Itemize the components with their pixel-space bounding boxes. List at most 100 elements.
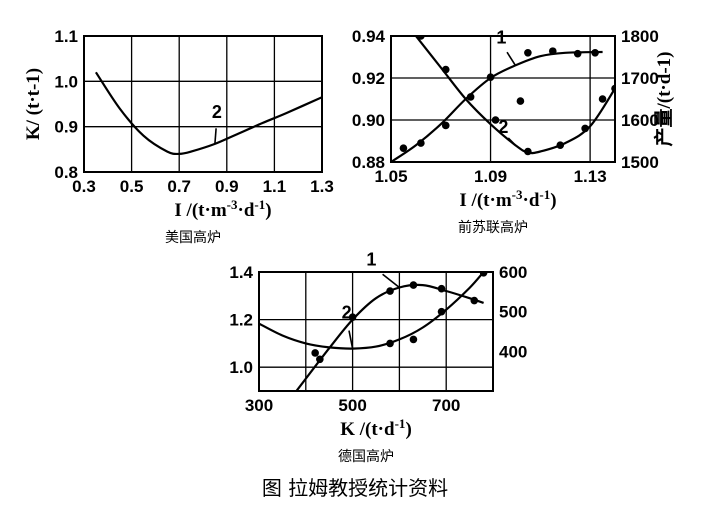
series-line-2 — [415, 36, 615, 155]
data-point — [556, 141, 565, 149]
x-tick-label: 1.3 — [310, 177, 334, 196]
curve-label: 1 — [366, 249, 376, 269]
y2-axis-label: 产量/(t·d-1) — [652, 52, 675, 147]
y2-tick-label: 1700 — [621, 69, 659, 88]
x-axis-label-part: I /(t·m — [174, 200, 226, 221]
data-point — [591, 49, 599, 57]
y-tick-label: 0.92 — [352, 69, 385, 88]
data-point — [491, 116, 500, 124]
x-tick-label: 700 — [432, 396, 460, 415]
series-layer — [94, 71, 322, 156]
y2-tick-label: 400 — [499, 342, 527, 361]
y-tick-label: 1.4 — [229, 263, 253, 282]
data-point — [581, 124, 589, 133]
data-point — [524, 147, 532, 156]
data-point — [316, 355, 324, 364]
x-axis-label-part: ·d — [523, 190, 540, 211]
y-tick-label: 1.0 — [54, 72, 78, 91]
data-point — [611, 84, 615, 93]
plot-frame — [390, 35, 616, 163]
x-axis-label-part: -3 — [512, 187, 523, 202]
x-axis-label: K /(t·d-1) — [340, 416, 412, 440]
series-line-1 — [295, 283, 484, 391]
panel-us-blast-furnace: 0.3 0.5 0.7 0.9 1.1 1.3 0.8 0.9 1.0 1.1 2 I /(t·m-3… — [23, 27, 334, 246]
data-point — [437, 284, 446, 293]
data-point — [441, 65, 450, 74]
curve-label-leader — [506, 51, 517, 66]
data-point — [470, 296, 479, 305]
data-point — [399, 144, 408, 152]
y-tick-label: 1.0 — [229, 358, 253, 377]
x-axis-label-part: ) — [265, 200, 271, 221]
data-point — [348, 313, 357, 322]
x-tick-label: 1.1 — [263, 177, 287, 196]
panel-subtitle: 美国高炉 — [165, 229, 221, 246]
x-axis-label-part: K /(t·d — [340, 419, 395, 440]
series-layer — [391, 36, 615, 162]
curve-label: 2 — [212, 102, 222, 122]
x-axis-label: I /(t·m-3·d-1) — [174, 197, 271, 221]
curve-label-leader — [507, 137, 517, 146]
grid — [84, 36, 322, 172]
x-axis-label-part: I /(t·m — [459, 190, 511, 211]
panel-germany-blast-furnace: 300 500 700 1.0 1.2 1.4 400 500 600 1 2 K /(t·d-1) 德… — [229, 249, 527, 465]
data-point — [479, 272, 488, 277]
x-axis-label-part: ) — [550, 190, 556, 211]
y-axis-label: K/ (t·t-1) — [23, 68, 44, 140]
data-point — [417, 36, 425, 40]
x-tick-label: 0.9 — [215, 177, 239, 196]
y-tick-label: 0.90 — [352, 111, 385, 130]
y2-tick-label: 500 — [499, 303, 527, 322]
grid — [259, 272, 493, 391]
series-layer — [259, 272, 488, 391]
y2-tick-label: 1800 — [621, 27, 659, 46]
data-point — [409, 281, 418, 289]
plot-frame — [258, 271, 494, 392]
data-point — [573, 49, 582, 58]
data-point — [417, 139, 425, 147]
data-point — [311, 349, 319, 357]
curve-label-leader — [348, 330, 354, 349]
x-axis-label-part: -1 — [539, 187, 550, 202]
data-point — [516, 97, 525, 105]
curve-label: 2 — [498, 117, 508, 137]
data-point — [524, 49, 532, 57]
x-axis-label-part: -3 — [227, 197, 238, 212]
panel-ussr-blast-furnace: 1.05 1.09 1.13 0.88 0.90 0.92 0.94 1500 1600 1700… — [352, 27, 675, 236]
plot-frame — [83, 35, 323, 173]
x-tick-label: 1.13 — [574, 167, 607, 186]
y-tick-label: 0.94 — [352, 27, 386, 46]
y-tick-label: 0.9 — [54, 118, 78, 137]
y2-tick-label: 1500 — [621, 153, 659, 172]
series-line-2 — [259, 272, 485, 350]
curve-label-leader — [214, 128, 217, 144]
x-tick-label: 300 — [245, 396, 273, 415]
x-tick-label: 0.3 — [72, 177, 96, 196]
x-tick-label: 0.7 — [167, 177, 191, 196]
curve-label: 2 — [342, 303, 352, 323]
data-point — [437, 307, 446, 316]
y2-tick-label: 600 — [499, 263, 527, 282]
y2-tick-label: 1600 — [621, 111, 659, 130]
series-line-2 — [94, 71, 322, 156]
data-point — [466, 93, 475, 101]
x-axis-label-part: ) — [405, 419, 411, 440]
grid — [391, 36, 615, 162]
x-tick-label: 1.05 — [374, 167, 407, 186]
x-axis-label: I /(t·m-3·d-1) — [459, 187, 556, 211]
data-point — [441, 121, 450, 130]
figure-caption: 图 拉姆教授统计资料 — [262, 476, 448, 500]
x-tick-label: 0.5 — [120, 177, 144, 196]
x-tick-label: 500 — [338, 396, 366, 415]
y-tick-label: 0.88 — [352, 153, 385, 172]
data-point — [409, 335, 418, 344]
data-point — [486, 73, 495, 81]
data-point — [386, 287, 394, 295]
curve-label: 1 — [496, 27, 506, 47]
panel-subtitle: 前苏联高炉 — [458, 219, 528, 236]
data-point — [548, 47, 557, 55]
curve-label-leader — [382, 273, 400, 289]
y-tick-label: 0.8 — [54, 163, 78, 182]
panel-subtitle: 德国高炉 — [338, 448, 394, 465]
